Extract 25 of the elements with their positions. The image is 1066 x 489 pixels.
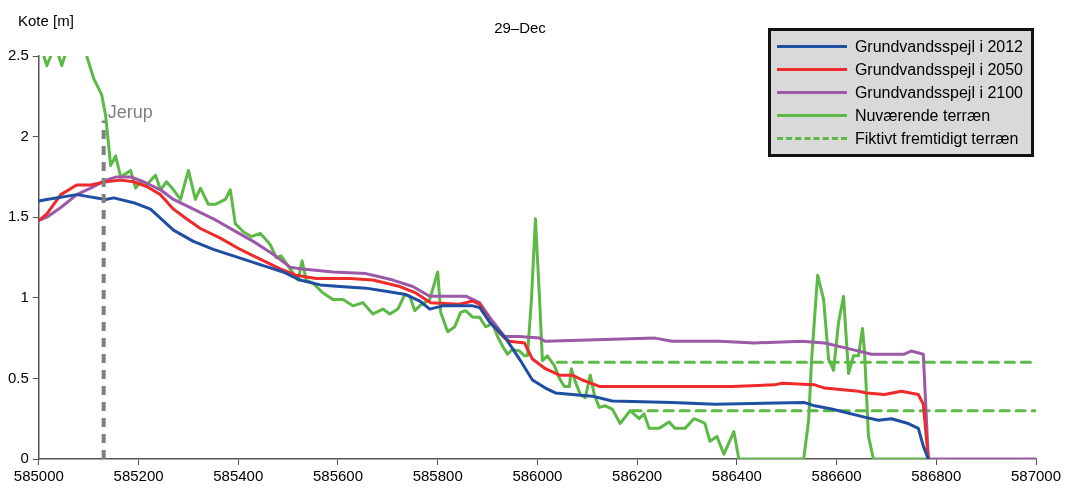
x-tick-label: 585000 [13,467,64,485]
y-tick-label: 0.5 [7,368,29,386]
y-tick-label: 1.5 [7,207,29,225]
y-axis-title: Kote [m] [18,11,74,29]
ref-line-label: Jerup [107,102,153,123]
legend-label: Grundvandsspejl i 2012 [854,37,1023,57]
x-tick-label: 585400 [213,467,264,485]
x-tick-label: 586400 [711,467,762,485]
legend-label: Nuværende terræn [854,106,991,126]
legend-label: Fiktivt fremtidigt terræn [854,129,1019,149]
y-tick-label: 0 [20,449,29,467]
x-tick-label: 586600 [811,467,862,485]
x-tick-label: 585200 [113,467,164,485]
y-tick-label: 1 [20,287,29,305]
legend-label: Grundvandsspejl i 2050 [854,60,1023,80]
x-tick-label: 586000 [512,467,563,485]
y-tick-label: 2 [20,126,29,144]
x-tick-label: 585800 [412,467,463,485]
x-tick-label: 587000 [1010,467,1062,485]
legend-label: Grundvandsspejl i 2100 [854,83,1023,103]
x-tick-label: 586200 [612,467,663,485]
x-tick-label: 586800 [911,467,962,485]
y-tick-label: 2.5 [7,46,29,64]
x-tick-label: 585600 [312,467,364,485]
chart-title: 29–Dec [494,19,547,37]
